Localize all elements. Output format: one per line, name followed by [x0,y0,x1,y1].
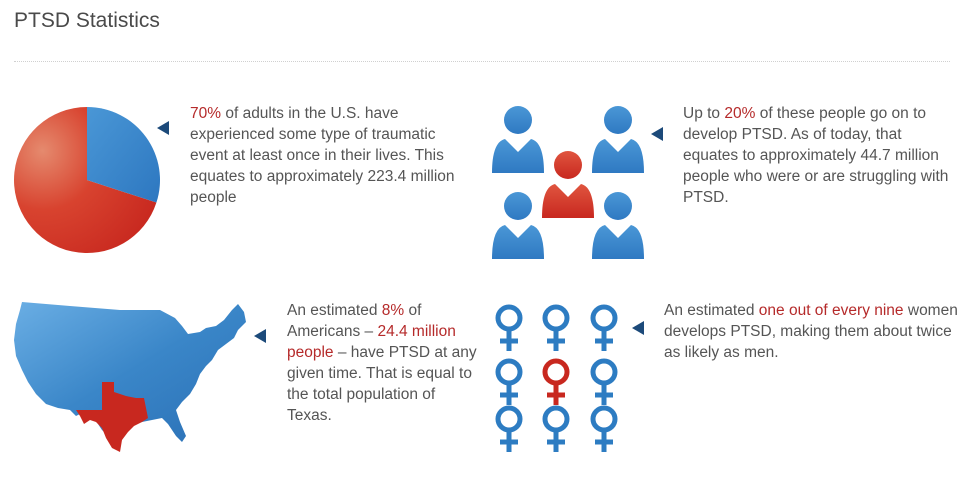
female-icon [498,408,520,452]
pie-chart-figure [14,107,160,253]
pointer-arrow-icon [157,121,169,135]
us-map-shape [14,302,246,442]
americans-count: 24.4 million people [287,323,456,361]
person-icon [492,106,544,173]
adults-description: of adults in the U.S. have experienced s… [190,105,455,206]
americans-text: An estimated 8% of Americans – 24.4 mill… [287,302,477,424]
women-text: An estimated one out of every nine women… [664,302,958,361]
adults-text: 70% of adults in the U.S. have experienc… [190,103,475,208]
pie-slice-other [87,107,160,203]
pointer-arrow-icon [632,321,644,335]
pointer-arrow-icon [651,127,663,141]
female-icon [593,307,615,351]
texas-shape [76,382,148,452]
people-percent: 20% [724,105,756,122]
title-divider [14,61,950,62]
adults-percent: 70% [190,105,222,122]
person-icon [592,106,644,173]
people-icons-figure [492,106,644,259]
us-map-figure [14,302,246,452]
female-icon [593,361,615,405]
female-icon [498,307,520,351]
pie-slice-traumatic [14,107,157,253]
female-icon [498,361,520,405]
female-icon-ptsd [545,361,567,405]
female-symbols-figure [490,300,630,460]
americans-percent: 8% [381,302,405,319]
page-title: PTSD Statistics [14,9,160,32]
female-icon [545,307,567,351]
female-icon [593,408,615,452]
person-icon-ptsd [542,151,594,218]
people-text: Up to 20% of these people go on to devel… [683,105,949,206]
person-icon [592,192,644,259]
women-ratio: one out of every nine [758,302,904,319]
female-icon [545,408,567,452]
person-icon [492,192,544,259]
pointer-arrow-icon [254,329,266,343]
